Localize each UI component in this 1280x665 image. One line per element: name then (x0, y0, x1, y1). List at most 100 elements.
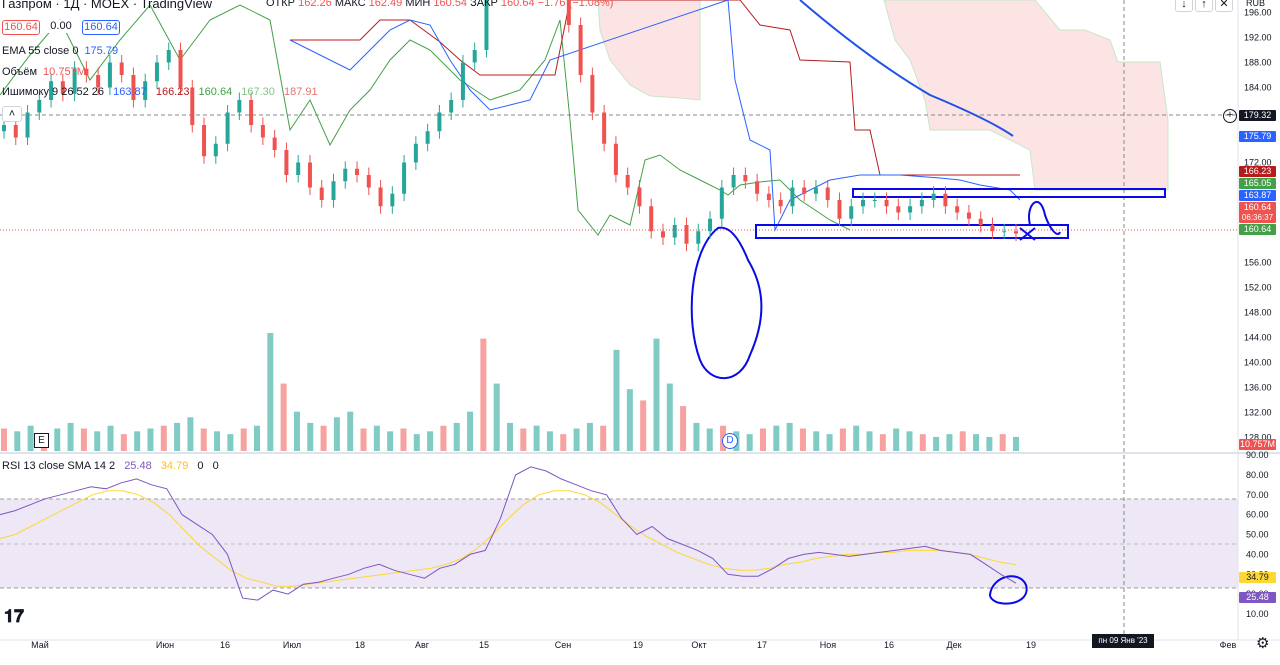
volume-bar (360, 428, 367, 451)
candle-body (331, 181, 336, 200)
price-tick-6: 156.00 (1244, 258, 1272, 268)
candle-body (449, 100, 454, 113)
volume-bar (440, 425, 447, 451)
price-tick-2: 188.00 (1244, 58, 1272, 68)
rsi-legend[interactable]: RSI 13 close SMA 14 2 25.48 34.79 0 0 (2, 460, 219, 472)
arrow-down-icon: ↓ (1181, 0, 1187, 10)
scroll-down-button[interactable]: ↓ (1175, 0, 1193, 12)
volume-bar (27, 425, 34, 451)
candle-body (731, 175, 736, 188)
volume-bar (666, 383, 673, 451)
volume-bar (507, 422, 513, 451)
volume-bar (480, 338, 487, 451)
add-alert-button[interactable]: + (1223, 109, 1237, 123)
volume-bar (1013, 436, 1019, 451)
volume-bar (826, 434, 833, 451)
dividend-marker[interactable]: D (722, 433, 738, 449)
volume-bar (813, 431, 820, 451)
volume-bar (373, 425, 380, 451)
candle-body (625, 175, 630, 188)
rsi-tick-0: 90.00 (1246, 450, 1269, 460)
volume-bar (799, 428, 806, 451)
volume-bar (773, 425, 780, 451)
candle-body (72, 68, 77, 94)
candle-body (872, 200, 877, 201)
volume-bar (200, 428, 207, 451)
collapse-legend-button[interactable]: ˄ (2, 106, 22, 122)
ema-legend[interactable]: EMA 55 close 0 175.79 (2, 45, 119, 57)
candle-body (472, 50, 477, 63)
close-pane-button[interactable]: ✕ (1215, 0, 1233, 12)
settings-button[interactable]: ⚙ (1256, 634, 1269, 652)
candle-body (390, 193, 395, 207)
candle-body (602, 112, 607, 144)
volume-bar (107, 425, 114, 451)
volume-bar (147, 428, 154, 451)
candle-body (131, 75, 136, 100)
candle-body (378, 187, 383, 207)
candle-body (778, 200, 783, 207)
tag-volume: 10.757M (1239, 439, 1276, 450)
candle-body (25, 112, 30, 138)
candle-body (13, 125, 18, 138)
candle-body (1002, 231, 1007, 233)
tag-close: 160.64 (1239, 224, 1276, 235)
price-box: 160.64 (2, 20, 40, 35)
tag-countdown: 06:36:37 (1239, 212, 1276, 223)
volume-bar (586, 422, 593, 451)
earnings-marker[interactable]: E (34, 433, 49, 448)
volume-bar (680, 406, 687, 451)
ichimoku-cloud-2 (883, 0, 1169, 191)
ohlc-values: ОТКР 162.26 МАКС 162.49 МИН 160.54 ЗАКР … (266, 0, 614, 9)
volume-bar (320, 425, 327, 451)
candle-body (696, 231, 701, 244)
candle-body (978, 218, 983, 225)
candle-body (225, 112, 230, 144)
time-tick-10: 17 (757, 640, 767, 650)
candle-body (837, 200, 842, 219)
time-tick-8: 19 (633, 640, 643, 650)
volume-bar (613, 349, 620, 451)
volume-bar (14, 431, 21, 451)
rsi-tick-3: 60.00 (1246, 510, 1269, 520)
candle-body (107, 62, 112, 88)
price-box-2: 160.64 (82, 20, 120, 35)
volume-bar (427, 431, 434, 451)
rsi-tick-1: 80.00 (1246, 470, 1269, 480)
ichimoku-legend[interactable]: Ишимоку 9 26 52 26 163.87 166.23 160.64 … (2, 86, 318, 98)
chevron-up-icon: ˄ (8, 108, 16, 120)
tag-kijun: 166.23 (1239, 166, 1276, 177)
price-tick-1: 192.00 (1244, 33, 1272, 43)
candle-body (272, 137, 277, 150)
currency-label[interactable]: RUB (1246, 0, 1266, 8)
rsi-line (0, 466, 1017, 601)
candle-body (896, 206, 901, 213)
candle-body (1014, 231, 1018, 234)
header-legend: Газпром · 1Д · MOEX · TradingView (2, 0, 218, 12)
volume-bar (280, 383, 287, 451)
volume-bar (120, 434, 127, 451)
candle-body (213, 143, 218, 157)
volume-bar (853, 425, 860, 451)
volume-bar (94, 431, 101, 451)
candle-body (649, 206, 654, 232)
price-tick-7: 152.00 (1244, 283, 1272, 293)
price-tick-9: 144.00 (1244, 333, 1272, 343)
symbol-title[interactable]: Газпром · 1Д · MOEX · TradingView (2, 0, 213, 11)
volume-bar (54, 428, 61, 451)
time-tick-9: Окт (691, 640, 706, 650)
candle-body (319, 187, 324, 200)
volume-bar (760, 428, 766, 451)
time-tick-5: Авг (415, 640, 430, 650)
candle-body (566, 0, 571, 25)
volume-bar (839, 428, 846, 451)
annotation-box-lower (755, 224, 1069, 239)
volume-legend[interactable]: Объём 10.757M (2, 66, 86, 78)
time-ticks: Май Июн 16 Июл 18 Авг 15 Сен 19 Окт 17 Ноя 16 Дек 19 Фе… (31, 640, 1236, 650)
price-tick-3: 184.00 (1244, 83, 1272, 93)
volume-bar (520, 428, 527, 451)
candle-body (119, 62, 124, 75)
scroll-up-button[interactable]: ↑ (1195, 0, 1213, 12)
volume-bar (986, 436, 993, 451)
